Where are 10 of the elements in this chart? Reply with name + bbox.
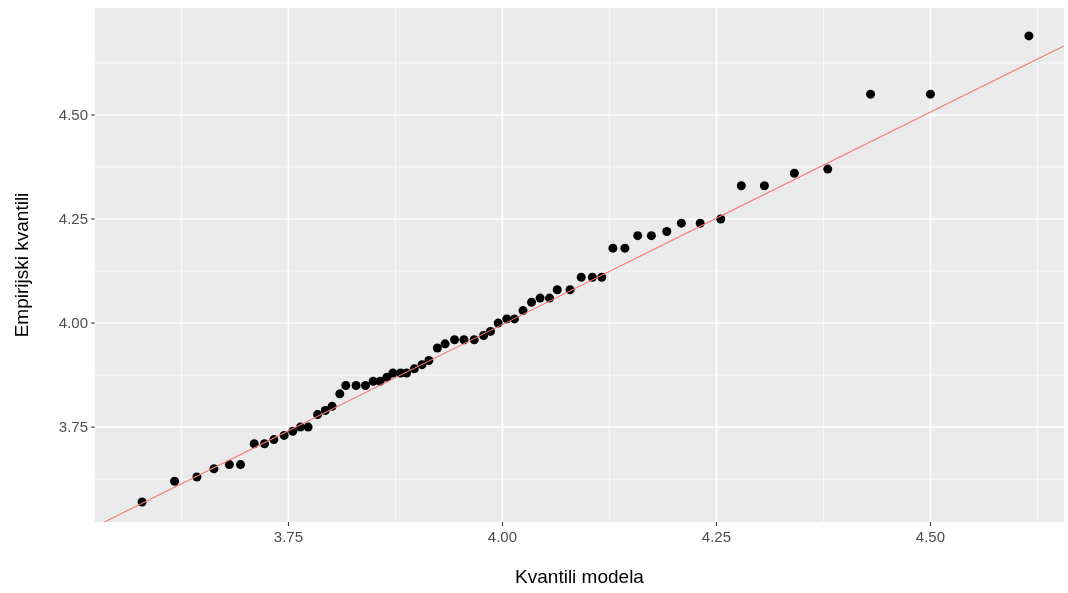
y-tick-label: 4.25 [58, 210, 88, 228]
y-tick-label: 4.00 [58, 314, 88, 332]
x-axis-title: Kvantili modela [515, 566, 645, 587]
y-axis-title: Empirijski kvantili [11, 192, 32, 338]
y-tick-label: 3.75 [58, 418, 88, 436]
y-tick-label: 4.50 [58, 106, 88, 124]
x-tick-label: 4.50 [915, 528, 946, 545]
x-tick-label: 4.00 [487, 528, 518, 545]
x-tick-label: 3.75 [273, 528, 304, 545]
x-tick-label: 4.25 [701, 528, 732, 545]
